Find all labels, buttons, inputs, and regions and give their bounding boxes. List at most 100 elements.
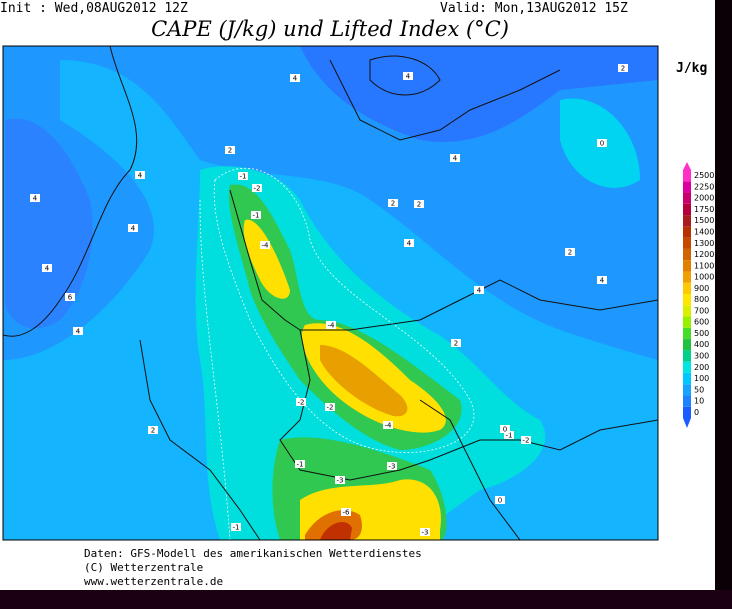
label-text: -3 <box>422 529 429 537</box>
colorbar-swatch <box>683 327 691 340</box>
label-box <box>500 425 510 433</box>
colorbar-label: 1000 <box>694 273 714 282</box>
colorbar-label: 1200 <box>694 250 714 259</box>
colorbar-label: 10 <box>694 397 704 406</box>
label-box <box>325 403 335 411</box>
li-contour <box>213 168 475 453</box>
contour-label: 4 <box>73 327 83 336</box>
colorbar-label: 1500 <box>694 216 714 225</box>
frame-right <box>715 0 732 609</box>
label-text: 4 <box>76 328 81 336</box>
label-box <box>148 426 158 434</box>
coastline <box>369 55 441 96</box>
contour-label: -4 <box>326 321 336 330</box>
cape-area <box>5 118 93 329</box>
colorbar-label: 0 <box>694 408 699 417</box>
label-box <box>388 199 398 207</box>
label-box <box>403 72 413 80</box>
label-box <box>383 421 393 429</box>
label-text: 4 <box>453 155 458 163</box>
contour-label: 4 <box>42 264 52 273</box>
colorbar-label: 200 <box>694 363 709 372</box>
label-box <box>296 398 306 406</box>
colorbar-label: 800 <box>694 295 709 304</box>
contour-label: -2 <box>521 436 531 445</box>
colorbar-label: 100 <box>694 374 709 383</box>
colorbar-swatch <box>683 316 691 328</box>
colorbar-label: 700 <box>694 306 709 315</box>
label-box <box>387 462 397 470</box>
colorbar-label: 600 <box>694 318 709 327</box>
label-text: -2 <box>298 399 305 407</box>
label-box <box>252 184 262 192</box>
label-text: 4 <box>600 277 605 285</box>
contour-label: -2 <box>252 184 262 193</box>
label-text: -4 <box>262 242 270 250</box>
label-text: -1 <box>297 461 304 469</box>
label-box <box>414 200 424 208</box>
label-box <box>450 154 460 162</box>
border <box>419 399 521 540</box>
label-box <box>618 64 628 72</box>
colorbar-unit: J/kg <box>676 61 707 76</box>
contour-label: 4 <box>597 276 607 285</box>
colorbar-swatch <box>683 339 691 351</box>
label-text: 2 <box>454 340 458 348</box>
label-box <box>326 321 336 329</box>
colorbar-label: 50 <box>694 385 704 394</box>
label-box <box>597 139 607 147</box>
colorbar-swatch <box>683 215 691 227</box>
colorbar-swatch <box>683 372 691 385</box>
contour-label: 4 <box>450 154 460 163</box>
contour-label: 2 <box>565 248 575 257</box>
border <box>139 339 261 540</box>
label-box <box>73 327 83 335</box>
contour-label: 2 <box>451 339 461 348</box>
label-text: -1 <box>253 212 260 220</box>
label-box <box>295 460 305 468</box>
label-box <box>451 339 461 347</box>
label-box <box>341 508 351 516</box>
contour-label: -1 <box>238 172 248 181</box>
label-box <box>30 194 40 202</box>
contour-label: -2 <box>296 398 306 407</box>
label-box <box>231 523 241 531</box>
map-frame <box>2 45 659 541</box>
colorbar-swatch <box>683 181 691 193</box>
colorbar-swatch <box>683 361 691 373</box>
label-text: 4 <box>45 265 50 273</box>
contour-label: -1 <box>251 211 261 220</box>
colorbar-swatch <box>683 248 691 261</box>
colorbar-swatch <box>683 406 691 418</box>
cape-area <box>320 521 352 540</box>
label-text: 4 <box>33 195 38 203</box>
colorbar-label: 1400 <box>694 228 714 237</box>
label-box <box>128 224 138 232</box>
label-text: 4 <box>477 287 482 295</box>
contour-label: -1 <box>231 523 241 532</box>
contour-label: 0 <box>597 139 607 148</box>
colorbar-swatch <box>683 282 691 294</box>
coastline <box>329 59 561 141</box>
footer-copyright: (C) Wetterzentrale <box>84 561 203 574</box>
cape-area <box>243 219 290 299</box>
contour-label: 4 <box>403 72 413 81</box>
valid-time: Valid: Mon,13AUG2012 15Z <box>440 1 628 16</box>
footer-source: Daten: GFS-Modell des amerikanischen Wet… <box>84 547 422 560</box>
init-time: Init : Wed,08AUG2012 12Z <box>0 1 188 16</box>
colorbar-label: 1750 <box>694 205 714 214</box>
contour-label: -4 <box>260 241 270 250</box>
label-box <box>420 528 430 536</box>
label-text: 2 <box>621 65 625 73</box>
colorbar-label: 2250 <box>694 182 714 191</box>
label-box <box>474 286 484 294</box>
colorbar-label: 2000 <box>694 194 714 203</box>
label-box <box>225 146 235 154</box>
colorbar-swatch <box>683 192 691 204</box>
label-text: -2 <box>254 185 261 193</box>
colorbar-swatch <box>683 271 691 283</box>
colorbar-swatch <box>683 237 691 249</box>
colorbar-label: 2500 <box>694 171 714 180</box>
contour-label: -3 <box>387 462 397 471</box>
